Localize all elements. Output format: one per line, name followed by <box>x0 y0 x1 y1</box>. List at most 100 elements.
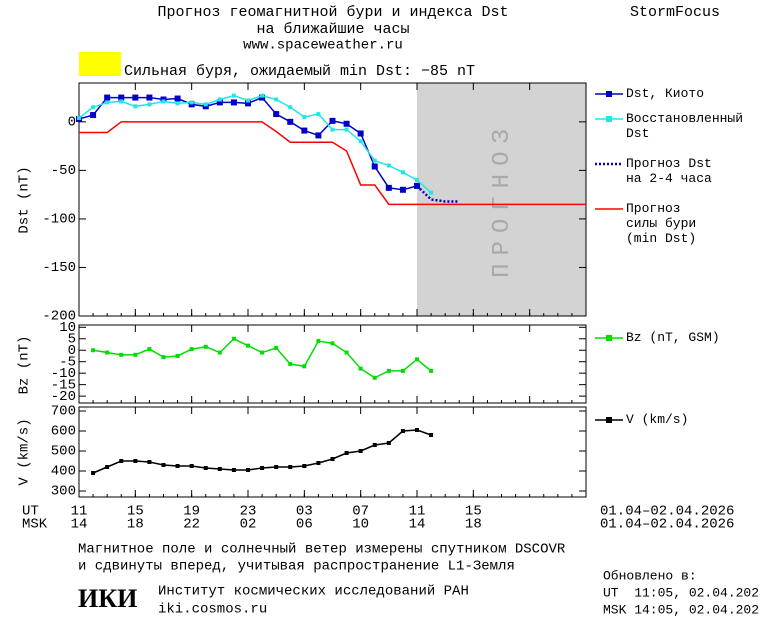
point <box>146 94 153 101</box>
y-tick-label: -5 <box>59 354 76 370</box>
point <box>358 449 363 453</box>
date-range: 01.04–02.04.2026 <box>600 517 734 533</box>
point <box>91 471 96 475</box>
y-axis-label: Bz (nT) <box>17 336 33 395</box>
x-axis-label: MSK <box>22 517 48 533</box>
point <box>429 190 434 195</box>
legend-marker <box>606 417 612 423</box>
x-tick-label: 02 <box>240 517 257 533</box>
institute: Институт космических исследований РАН <box>158 583 469 600</box>
x-axis-label: UT <box>22 504 39 520</box>
point <box>287 118 294 125</box>
point <box>386 368 391 373</box>
point <box>330 341 335 346</box>
point <box>77 115 81 120</box>
point <box>260 466 265 470</box>
point <box>274 97 279 102</box>
point <box>132 94 139 101</box>
legend-label: Dst, Киото <box>626 86 705 101</box>
point <box>230 99 237 106</box>
point <box>260 93 265 98</box>
point <box>133 352 138 357</box>
y-axis-label: Dst (nT) <box>17 166 33 233</box>
updated: MSK 14:05, 02.04.2026 <box>603 602 760 617</box>
y-tick-label: -150 <box>42 260 76 276</box>
point <box>329 117 336 124</box>
forecast-region <box>417 83 586 316</box>
point <box>316 112 321 117</box>
point <box>316 339 321 344</box>
point <box>343 120 350 127</box>
y-tick-label: 5 <box>68 331 76 347</box>
point <box>274 465 279 469</box>
x-tick-label: 18 <box>127 517 144 533</box>
series-line <box>416 185 460 203</box>
point <box>245 100 251 107</box>
site: www.spaceweather.ru <box>243 38 403 54</box>
y-tick-label: 10 <box>59 320 76 336</box>
point <box>400 429 405 433</box>
series-line <box>79 121 586 206</box>
point <box>119 99 124 104</box>
updated: UT 11:05, 02.04.2026 <box>603 585 760 600</box>
x-tick-label: 23 <box>240 504 257 520</box>
y-tick-label: -100 <box>42 212 76 228</box>
y-tick-label: -20 <box>51 389 76 405</box>
point <box>330 127 335 132</box>
point <box>273 111 280 118</box>
point <box>161 99 166 104</box>
point <box>189 464 194 468</box>
y-tick-label: 300 <box>51 484 76 500</box>
x-tick-label: 03 <box>296 504 313 520</box>
y-tick-label: -15 <box>51 377 76 393</box>
y-axis-label: V (km/s) <box>17 418 33 485</box>
x-tick-label: 06 <box>296 517 313 533</box>
point <box>344 127 349 132</box>
point <box>429 368 434 373</box>
x-tick-label: 22 <box>183 517 200 533</box>
y-tick-label: 700 <box>51 404 76 420</box>
point <box>161 463 166 467</box>
point <box>161 355 166 360</box>
point <box>189 100 194 105</box>
y-tick-label: -50 <box>51 163 76 179</box>
point <box>119 352 124 357</box>
legend-label: Восстановленный Dst <box>626 111 744 141</box>
point <box>358 366 363 371</box>
alert-text: Сильная буря, ожидаемый min Dst: −85 nT <box>124 63 475 80</box>
point <box>105 100 110 105</box>
subtitle: на ближайшие часы <box>256 21 409 38</box>
point <box>344 350 349 355</box>
point <box>400 368 405 373</box>
point <box>246 468 250 472</box>
y-tick-label: 400 <box>51 464 76 480</box>
point <box>119 459 124 463</box>
plot-frame <box>78 324 587 404</box>
y-tick-label: -10 <box>51 366 76 382</box>
point <box>288 465 293 469</box>
point <box>217 467 222 471</box>
plot-frame <box>78 406 587 498</box>
point <box>90 112 97 119</box>
point <box>203 466 208 470</box>
point <box>344 451 349 455</box>
logo: ИКИ <box>78 584 137 613</box>
point <box>216 99 223 106</box>
point <box>175 464 180 468</box>
series-line <box>78 94 432 194</box>
point <box>217 97 222 102</box>
point <box>231 336 236 341</box>
point <box>371 163 378 170</box>
x-tick-label: 15 <box>465 504 482 520</box>
legend-marker <box>606 335 612 341</box>
point <box>104 94 111 101</box>
point <box>175 353 180 358</box>
point <box>246 343 250 348</box>
note: Магнитное поле и солнечный ветер измерен… <box>78 541 566 558</box>
alert-box <box>79 52 121 76</box>
point <box>386 163 391 168</box>
legend-label: V (km/s) <box>626 412 689 427</box>
x-tick-label: 14 <box>409 517 426 533</box>
point <box>415 428 419 432</box>
